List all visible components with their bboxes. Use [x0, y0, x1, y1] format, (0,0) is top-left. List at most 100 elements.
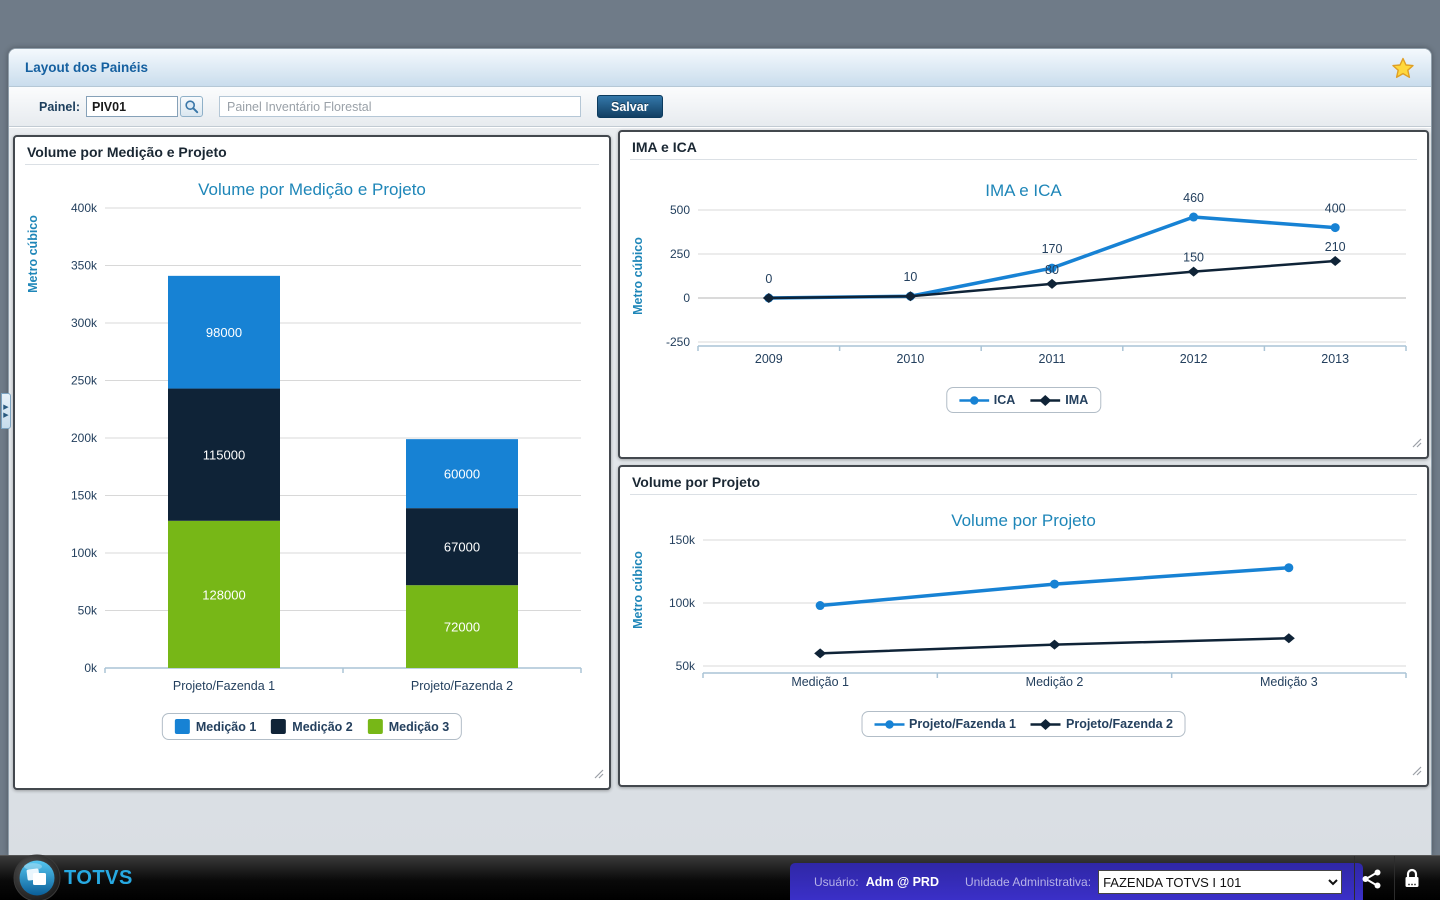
bar-segment[interactable] [406, 585, 518, 668]
resize-handle-icon[interactable] [1410, 763, 1422, 781]
point-value-label: 170 [1042, 242, 1063, 256]
data-point[interactable] [1048, 639, 1061, 650]
chart-canvas: IMA e ICA Metro cúbico 500 250 0 -250 2009 2010… [631, 181, 1407, 366]
data-point[interactable] [904, 291, 917, 302]
data-point[interactable] [1330, 223, 1340, 233]
data-point[interactable] [1282, 633, 1295, 644]
legend-marker-icon [874, 719, 905, 729]
chart-title: Volume por Projeto [951, 511, 1096, 530]
bar-segment[interactable] [168, 388, 280, 521]
legend-label: Medição 1 [195, 719, 257, 734]
data-point[interactable] [814, 648, 827, 659]
bar-segment[interactable] [168, 520, 280, 668]
resize-handle-icon[interactable] [592, 766, 604, 784]
legend-item[interactable]: Medição 2 [271, 719, 353, 734]
legend-item[interactable]: Medição 1 [174, 719, 257, 734]
data-point[interactable] [1047, 263, 1057, 273]
legend-marker-icon [1031, 718, 1061, 730]
chevron-right-icon: ▶ [3, 411, 9, 419]
y-tick-label: 300k [71, 316, 98, 330]
chart-legend: Projeto/Fazenda 1 Projeto/Fazenda 2 [861, 711, 1186, 737]
bar-segment[interactable] [406, 508, 518, 586]
data-point[interactable] [1187, 266, 1200, 277]
favorite-star-icon[interactable] [1391, 56, 1415, 80]
legend-item[interactable]: Projeto/Fazenda 1 [874, 717, 1016, 731]
data-point[interactable] [815, 601, 825, 611]
x-tick-label: 2009 [755, 352, 783, 366]
share-button[interactable] [1354, 856, 1389, 900]
legend-item[interactable]: Projeto/Fazenda 2 [1031, 717, 1173, 731]
x-tick-label: 2011 [1039, 352, 1066, 366]
data-point[interactable] [762, 293, 775, 303]
panel-header: Volume por Medição e Projeto [27, 144, 227, 160]
administrative-unit-select[interactable]: FAZENDA TOTVS I 101 [1098, 870, 1343, 894]
y-tick-label: 150k [71, 489, 98, 503]
painel-name-input[interactable] [219, 96, 581, 117]
y-axis-label: Metro cúbico [631, 551, 645, 629]
legend-label: Projeto/Fazenda 1 [909, 717, 1016, 731]
data-point[interactable] [1329, 256, 1342, 267]
stacked-bar-chart: Volume por Medição e Projeto Metro cúbico… [15, 171, 609, 788]
legend-item[interactable]: Medição 3 [367, 719, 450, 734]
line-chart-ima-ica: IMA e ICA Metro cúbico 500 250 0 -250 2009 2010… [620, 166, 1427, 457]
legend-swatch-icon [367, 719, 383, 734]
legend-item[interactable]: ICA [958, 393, 1015, 407]
toolbar: Painel: Salvar [9, 87, 1431, 127]
user-panel: Usuário: Adm @ PRD Unidade Administrativ… [790, 863, 1363, 900]
app-window: Layout dos Painéis Painel: Salvar Volum [8, 48, 1432, 855]
bar-segment[interactable] [168, 275, 280, 389]
chevron-right-icon: ▶ [3, 403, 9, 411]
point-value-label: 400 [1325, 202, 1346, 216]
legend-swatch-icon [174, 719, 190, 734]
chart-legend: Medição 1 Medição 2 Medição 3 [161, 713, 463, 740]
resize-handle-icon[interactable] [1410, 435, 1422, 453]
chart-canvas: Volume por Projeto Metro cúbico 150k 100k 50… [631, 511, 1407, 689]
y-tick-label: 500 [670, 203, 690, 217]
panel-header-separator [25, 164, 599, 165]
legend-item[interactable]: IMA [1030, 393, 1088, 407]
search-button[interactable] [180, 96, 203, 117]
panel-header: IMA e ICA [632, 139, 697, 155]
painel-code-input[interactable] [86, 96, 178, 117]
user-value: Adm @ PRD [865, 875, 939, 889]
data-point[interactable] [1050, 579, 1059, 589]
point-value-label: 210 [1325, 240, 1346, 254]
data-point[interactable] [1189, 212, 1199, 222]
legend-label: Medição 2 [292, 719, 353, 734]
share-icon [1362, 869, 1381, 888]
bar-value-label: 60000 [444, 467, 480, 482]
x-tick-label: Projeto/Fazenda 2 [411, 679, 513, 693]
chart-canvas: Volume por Medição e Projeto Metro cúbico… [26, 180, 582, 693]
titlebar: Layout dos Painéis [9, 49, 1431, 87]
legend-marker-icon [958, 395, 989, 405]
x-tick-label: 2010 [896, 352, 924, 366]
panel-header: Volume por Projeto [632, 474, 761, 490]
bar-segment[interactable] [406, 439, 518, 509]
data-point[interactable] [1046, 278, 1058, 289]
data-point[interactable] [1284, 563, 1294, 573]
legend-marker-icon [1030, 394, 1061, 406]
line-chart-volume-projeto: Volume por Projeto Metro cúbico 150k 100k 50… [620, 501, 1427, 785]
save-button[interactable]: Salvar [597, 95, 663, 118]
page-title: Layout dos Painéis [25, 60, 149, 75]
legend-label: Medição 3 [388, 719, 450, 734]
y-tick-label: 100k [669, 596, 696, 610]
y-tick-label: 400k [71, 201, 98, 215]
y-tick-label: 0k [84, 661, 98, 675]
panel-ima-ica: IMA e ICA IMA e ICA Metro cúbico 500 250 0 -2… [618, 130, 1429, 459]
point-value-label: 80 [1045, 263, 1059, 277]
lock-button[interactable] [1394, 856, 1429, 900]
y-tick-label: 100k [71, 546, 98, 560]
y-tick-label: 0 [683, 291, 690, 305]
bar-value-label: 98000 [206, 325, 242, 340]
x-tick-label: Projeto/Fazenda 1 [173, 679, 275, 693]
user-label: Usuário: [814, 875, 859, 889]
dashboard-content: Volume por Medição e Projeto Volume por … [9, 128, 1431, 855]
sidebar-collapse-handle[interactable]: ▶ ▶ [1, 393, 11, 429]
bar-value-label: 67000 [444, 540, 480, 555]
chart-legend: ICA IMA [945, 387, 1102, 413]
totvs-brand-text: TOTVS [64, 867, 133, 889]
y-tick-label: 50k [78, 604, 98, 618]
panel-header-separator [630, 159, 1417, 160]
